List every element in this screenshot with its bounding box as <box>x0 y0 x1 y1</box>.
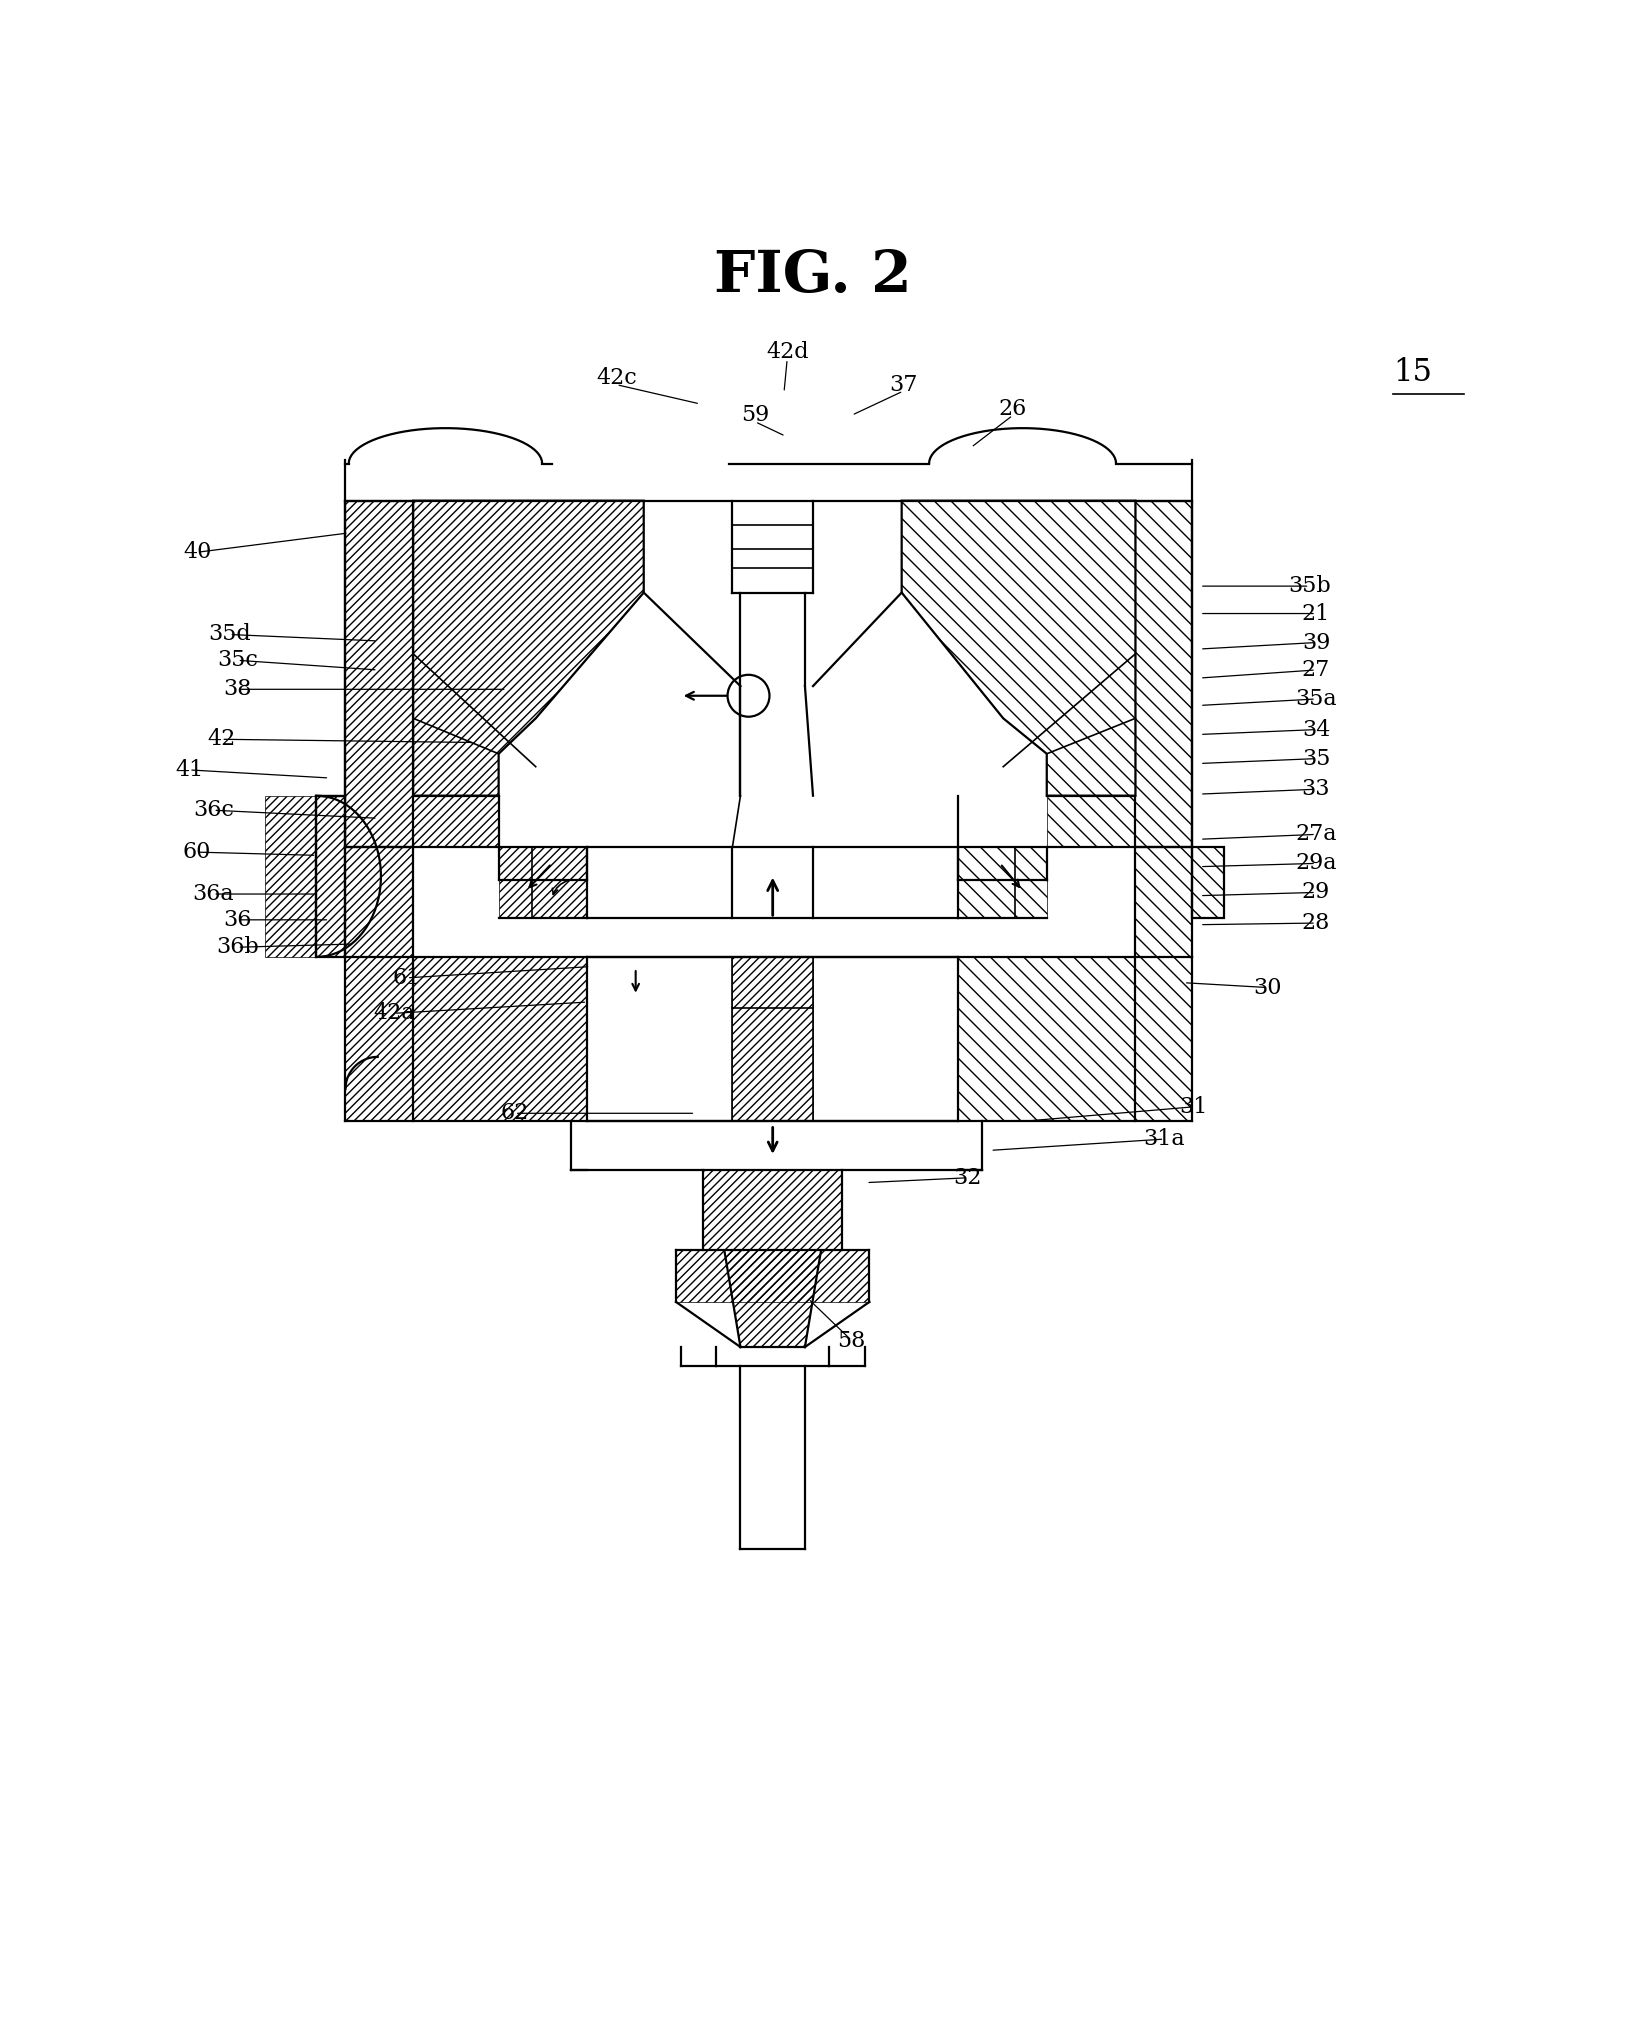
Text: 27: 27 <box>1302 660 1330 682</box>
Text: 61: 61 <box>392 966 421 988</box>
Text: 31: 31 <box>1179 1095 1208 1117</box>
Text: 35: 35 <box>1302 748 1330 770</box>
Text: 26: 26 <box>998 397 1028 420</box>
Text: 36b: 36b <box>216 936 259 958</box>
Text: 35c: 35c <box>216 649 259 672</box>
Text: 28: 28 <box>1302 912 1330 934</box>
Polygon shape <box>1192 847 1224 918</box>
Text: 59: 59 <box>741 403 769 426</box>
Text: 31a: 31a <box>1143 1128 1185 1150</box>
Text: 42: 42 <box>207 728 236 750</box>
Text: 39: 39 <box>1302 631 1330 654</box>
Text: 60: 60 <box>184 841 211 863</box>
Text: 58: 58 <box>837 1329 867 1351</box>
Text: 35a: 35a <box>1296 688 1337 710</box>
Text: 33: 33 <box>1302 779 1330 801</box>
Polygon shape <box>413 500 644 795</box>
Text: 42d: 42d <box>766 341 808 363</box>
Text: 38: 38 <box>223 678 252 700</box>
Text: 40: 40 <box>184 541 211 563</box>
Text: 36c: 36c <box>193 799 234 821</box>
Text: 36: 36 <box>223 910 252 930</box>
Text: 37: 37 <box>889 373 917 395</box>
Text: 32: 32 <box>953 1166 982 1188</box>
Text: 29: 29 <box>1302 881 1330 904</box>
Text: 15: 15 <box>1393 357 1433 387</box>
Text: FIG. 2: FIG. 2 <box>714 248 912 305</box>
Text: 30: 30 <box>1254 976 1281 998</box>
Text: 29a: 29a <box>1296 853 1337 875</box>
Text: 34: 34 <box>1302 718 1330 740</box>
Text: 35b: 35b <box>1288 575 1332 597</box>
Text: 42a: 42a <box>372 1002 415 1025</box>
Text: 41: 41 <box>176 758 203 781</box>
Polygon shape <box>317 795 345 956</box>
Text: 36a: 36a <box>192 883 234 906</box>
Text: 62: 62 <box>501 1101 528 1123</box>
Circle shape <box>727 676 769 716</box>
Text: 21: 21 <box>1302 603 1330 625</box>
Polygon shape <box>902 500 1135 795</box>
Polygon shape <box>1135 500 1192 847</box>
Polygon shape <box>345 500 413 847</box>
Text: 27a: 27a <box>1296 823 1337 845</box>
Text: 42c: 42c <box>597 367 637 389</box>
Text: 35d: 35d <box>208 623 250 645</box>
